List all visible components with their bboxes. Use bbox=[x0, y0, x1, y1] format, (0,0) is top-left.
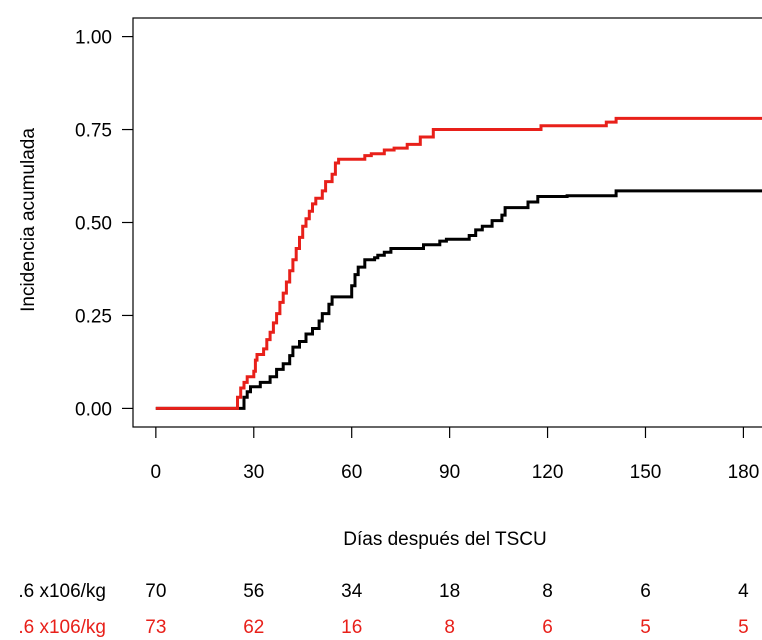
y-tick-label: 1.00 bbox=[75, 28, 112, 49]
risk-row-label: .6 x106/kg bbox=[18, 581, 106, 602]
risk-count: 5 bbox=[738, 617, 749, 638]
x-tick-label: 120 bbox=[532, 462, 564, 483]
risk-count: 8 bbox=[542, 581, 553, 602]
y-axis-label: Incidencia acumulada bbox=[18, 128, 39, 312]
x-tick-label: 90 bbox=[439, 462, 460, 483]
x-tick-label: 30 bbox=[243, 462, 264, 483]
risk-row-label: .6 x106/kg bbox=[18, 617, 106, 638]
risk-count: 6 bbox=[542, 617, 553, 638]
risk-count: 70 bbox=[145, 581, 166, 602]
risk-table: .6 x106/kg 70 56 34 18 8 6 4 .6 x106/kg 73 62 16 8 6 5… bbox=[18, 581, 749, 638]
x-tick-label: 150 bbox=[630, 462, 662, 483]
x-axis: 0 30 60 90 120 150 180 bbox=[151, 427, 760, 483]
y-tick-label: 0.75 bbox=[75, 121, 112, 142]
series-line-1 bbox=[155, 116, 762, 410]
series-layer bbox=[155, 116, 762, 410]
risk-count: 5 bbox=[640, 617, 651, 638]
x-tick-label: 60 bbox=[341, 462, 362, 483]
risk-count: 56 bbox=[243, 581, 264, 602]
y-tick-label: 0.25 bbox=[75, 306, 112, 327]
plot-area-box bbox=[132, 17, 762, 428]
series-line-0 bbox=[155, 189, 762, 410]
y-tick-label: 0.00 bbox=[75, 399, 112, 420]
y-axis: 0.00 0.25 0.50 0.75 1.00 bbox=[75, 28, 133, 420]
x-axis-label: Días después del TSCU bbox=[343, 529, 546, 550]
x-tick-label: 180 bbox=[728, 462, 760, 483]
y-tick-label: 0.50 bbox=[75, 214, 112, 235]
risk-count: 18 bbox=[439, 581, 460, 602]
risk-count: 34 bbox=[341, 581, 363, 602]
risk-count: 16 bbox=[341, 617, 362, 638]
risk-count: 73 bbox=[145, 617, 166, 638]
risk-count: 62 bbox=[243, 617, 264, 638]
risk-count: 4 bbox=[738, 581, 749, 602]
x-tick-label: 0 bbox=[151, 462, 162, 483]
risk-count: 6 bbox=[640, 581, 651, 602]
risk-count: 8 bbox=[444, 617, 455, 638]
